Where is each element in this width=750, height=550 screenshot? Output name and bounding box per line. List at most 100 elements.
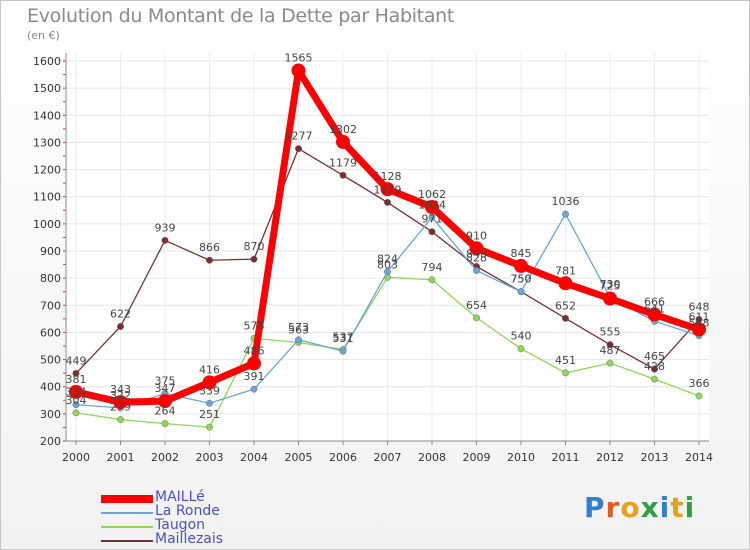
data-point [295,336,302,344]
x-tick-label: 2007 [374,451,402,464]
legend-label: Maillezais [155,531,224,547]
y-tick-label: 500 [40,354,61,367]
data-label: 725 [600,280,621,293]
data-point [247,356,261,371]
data-point [117,416,124,423]
x-tick-label: 2000 [62,451,90,464]
data-label: 1024 [418,198,446,211]
data-label: 1565 [285,52,313,65]
y-tick-label: 1600 [33,55,61,68]
data-label: 971 [422,213,443,226]
data-label: 334 [66,386,87,399]
data-point [113,395,128,410]
y-tick-label: 1500 [33,82,61,95]
data-point [517,288,525,296]
legend-label: La Ronde [155,503,220,519]
data-label: 803 [377,258,398,271]
data-point [514,258,528,273]
data-point [206,399,213,407]
data-label: 416 [199,363,220,376]
data-point [473,314,480,322]
y-tick-label: 1100 [33,191,61,204]
data-point [336,134,350,149]
data-label: 750 [511,273,532,286]
data-label: 1079 [374,183,402,196]
data-label: 939 [155,221,176,234]
legend-label: MAILLé [155,489,205,505]
y-tick-label: 1400 [33,109,61,122]
data-label: 1179 [329,156,357,169]
data-label: 866 [199,241,220,254]
data-label: 487 [600,344,621,357]
data-point [651,375,658,383]
data-point [428,276,436,284]
data-label: 343 [110,383,131,396]
data-label: 654 [466,299,487,312]
data-label: 251 [199,408,220,421]
data-label: 870 [244,240,265,253]
data-point [161,237,169,244]
data-label: 366 [689,377,710,390]
data-label: 730 [600,278,621,291]
legend-swatch [101,495,153,503]
data-label: 622 [110,307,131,320]
data-label: 465 [644,350,665,363]
data-label: 322 [110,389,131,402]
data-label: 845 [511,247,532,260]
legend-swatch [101,512,153,514]
x-tick-label: 2013 [641,451,669,464]
data-label: 1277 [285,130,313,143]
data-point [69,384,83,399]
data-point [202,375,217,390]
data-point [295,145,302,153]
chart-title: Evolution du Montant de la Dette par Hab… [27,5,455,27]
data-label: 781 [555,264,576,277]
data-point [206,256,213,264]
y-tick-label: 1200 [33,164,61,177]
data-label: 824 [377,253,398,266]
data-label: 540 [511,330,532,343]
x-tick-label: 2004 [240,451,268,464]
data-point [606,341,614,349]
data-point [339,171,347,179]
data-label: 1062 [418,188,446,201]
data-label: 910 [466,229,487,242]
data-point [695,392,703,400]
data-point [428,213,436,221]
data-point [428,228,436,236]
logo-letter: r [605,491,621,524]
data-label: 573 [288,321,309,334]
data-point [384,268,391,276]
data-point [647,307,662,322]
y-tick-label: 700 [40,299,61,312]
y-tick-label: 300 [40,408,61,421]
logo-letter: i [684,491,696,524]
y-tick-label: 200 [40,435,61,448]
data-label: 449 [66,354,87,367]
legend-label: Taugon [155,517,206,533]
y-tick-label: 600 [40,326,61,339]
data-label: 381 [66,373,87,386]
data-point [562,369,569,377]
data-point [562,210,569,218]
x-tick-label: 2014 [685,451,713,464]
data-label: 555 [600,326,621,339]
data-point [473,267,480,274]
data-label: 648 [689,300,710,313]
data-label: 578 [244,319,265,332]
y-tick-label: 900 [40,245,61,258]
data-label: 652 [555,299,576,312]
data-label: 486 [244,344,265,357]
data-label: 611 [689,310,710,323]
data-label: 794 [422,261,443,274]
data-label: 641 [644,302,665,315]
data-point [206,423,213,431]
data-label: 537 [333,331,354,344]
x-tick-label: 2008 [418,451,446,464]
x-tick-label: 2001 [107,451,135,464]
data-label: 339 [199,384,220,397]
data-point [158,394,172,409]
data-point [250,385,258,393]
